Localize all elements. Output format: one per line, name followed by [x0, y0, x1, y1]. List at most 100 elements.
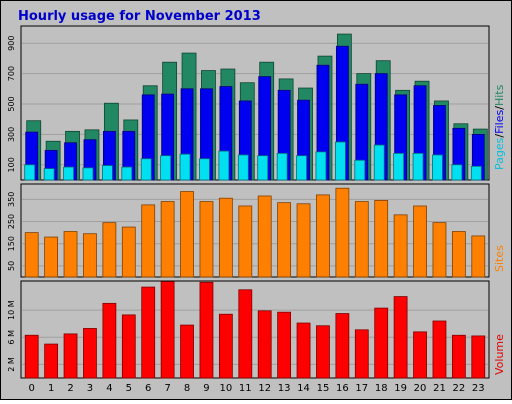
bar-sites-7	[160, 201, 175, 278]
bar-sites-8	[180, 191, 194, 278]
bar-sites-2	[63, 231, 78, 278]
bar-volume-14	[296, 322, 311, 379]
x-tick-label: 15	[317, 383, 330, 394]
bar-pages-0	[24, 164, 36, 181]
bar-pages-17	[354, 159, 366, 181]
bar-pages-8	[179, 153, 191, 181]
bar-volume-5	[121, 314, 136, 379]
x-tick-label: 23	[472, 383, 485, 394]
bar-pages-16	[334, 141, 346, 181]
x-tick-label: 3	[87, 383, 93, 394]
y-tick-label: 250	[7, 214, 16, 229]
x-tick-label: 16	[336, 383, 349, 394]
panel-sites: 50 150 250 350	[7, 183, 490, 278]
x-tick-label: 12	[258, 383, 271, 394]
bar-volume-17	[354, 329, 369, 379]
bar-volume-15	[316, 325, 330, 379]
y-tick-label: 500	[7, 96, 16, 111]
bar-pages-6	[140, 158, 152, 181]
y-tick-label: 2 M	[7, 357, 16, 372]
bar-sites-9	[199, 201, 214, 278]
bar-pages-3	[82, 167, 94, 181]
bar-sites-11	[238, 205, 253, 278]
chart-panels: 100 300 500 700 900 50 150 250 350 2 M 6 M 10 M	[7, 25, 490, 379]
bar-pages-19	[393, 152, 405, 181]
panel-volume: 2 M 6 M 10 M	[7, 280, 490, 379]
bar-sites-20	[413, 205, 427, 278]
bar-pages-1	[43, 168, 55, 181]
bar-volume-9	[199, 281, 214, 379]
x-tick-label: 19	[394, 383, 407, 394]
bar-pages-12	[257, 155, 269, 181]
bar-volume-22	[451, 334, 466, 379]
x-tick-label: 2	[67, 383, 73, 394]
bar-volume-19	[393, 296, 408, 379]
bar-volume-12	[257, 310, 272, 379]
chart-title: Hourly usage for November 2013	[18, 9, 261, 24]
x-tick-label: 8	[184, 383, 190, 394]
bar-pages-21	[432, 154, 443, 181]
x-tick-label: 18	[375, 383, 388, 394]
bar-sites-3	[83, 233, 97, 278]
bar-sites-5	[121, 226, 136, 278]
bar-sites-17	[354, 201, 369, 278]
bar-sites-22	[451, 231, 466, 278]
bar-volume-16	[335, 313, 350, 379]
x-tick-label: 5	[126, 383, 132, 394]
x-tick-label: 7	[164, 383, 170, 394]
x-tick-label: 13	[278, 383, 291, 394]
bar-sites-19	[393, 214, 408, 278]
bar-pages-11	[237, 154, 249, 181]
bar-volume-11	[238, 289, 253, 379]
bar-pages-14	[296, 155, 307, 181]
bar-pages-10	[218, 150, 230, 181]
bar-volume-0	[24, 334, 39, 379]
bar-pages-18	[373, 144, 385, 181]
x-tick-label: 10	[220, 383, 233, 394]
x-tick-label: 20	[414, 383, 427, 394]
legend-volume: Volume	[493, 334, 506, 375]
bar-sites-12	[257, 195, 272, 278]
y-tick-label: 900	[7, 36, 16, 51]
bar-sites-23	[471, 235, 486, 278]
bar-pages-7	[160, 155, 172, 181]
bar-volume-1	[44, 343, 59, 379]
y-tick-label: 6 M	[7, 330, 16, 345]
bar-volume-18	[374, 307, 389, 379]
x-tick-label: 22	[453, 383, 466, 394]
legend-pages-files-hits: Pages/Files/Hits	[493, 84, 506, 170]
bar-sites-13	[277, 202, 292, 278]
panel-frame	[20, 280, 490, 379]
bar-sites-10	[218, 197, 233, 278]
x-tick-label: 21	[433, 383, 446, 394]
chart-legends: Pages/Files/Hits Sites Volume	[493, 84, 506, 375]
bar-pages-20	[412, 152, 424, 181]
bar-sites-0	[24, 232, 39, 278]
x-tick-label: 17	[355, 383, 368, 394]
bar-pages-9	[199, 158, 210, 181]
x-tick-label: 1	[48, 383, 54, 394]
bar-pages-4	[101, 165, 113, 181]
y-tick-label: 300	[7, 127, 16, 142]
legend-sites: Sites	[493, 245, 506, 272]
bar-volume-23	[471, 335, 486, 379]
bar-sites-16	[335, 187, 350, 278]
x-tick-label: 4	[106, 383, 112, 394]
bar-sites-4	[102, 222, 117, 278]
bar-pages-13	[276, 152, 288, 181]
x-tick-label: 6	[145, 383, 151, 394]
y-tick-label: 350	[7, 192, 16, 207]
bar-sites-15	[316, 194, 330, 278]
bar-pages-23	[470, 165, 482, 181]
bar-volume-20	[413, 331, 427, 379]
bar-sites-6	[141, 204, 156, 278]
bar-sites-1	[44, 236, 59, 278]
y-tick-label: 10 M	[7, 300, 16, 320]
bar-volume-4	[102, 302, 117, 379]
bar-volume-21	[432, 320, 447, 379]
bar-volume-2	[63, 333, 78, 379]
bar-sites-14	[296, 203, 311, 278]
y-tick-label: 100	[7, 157, 16, 172]
